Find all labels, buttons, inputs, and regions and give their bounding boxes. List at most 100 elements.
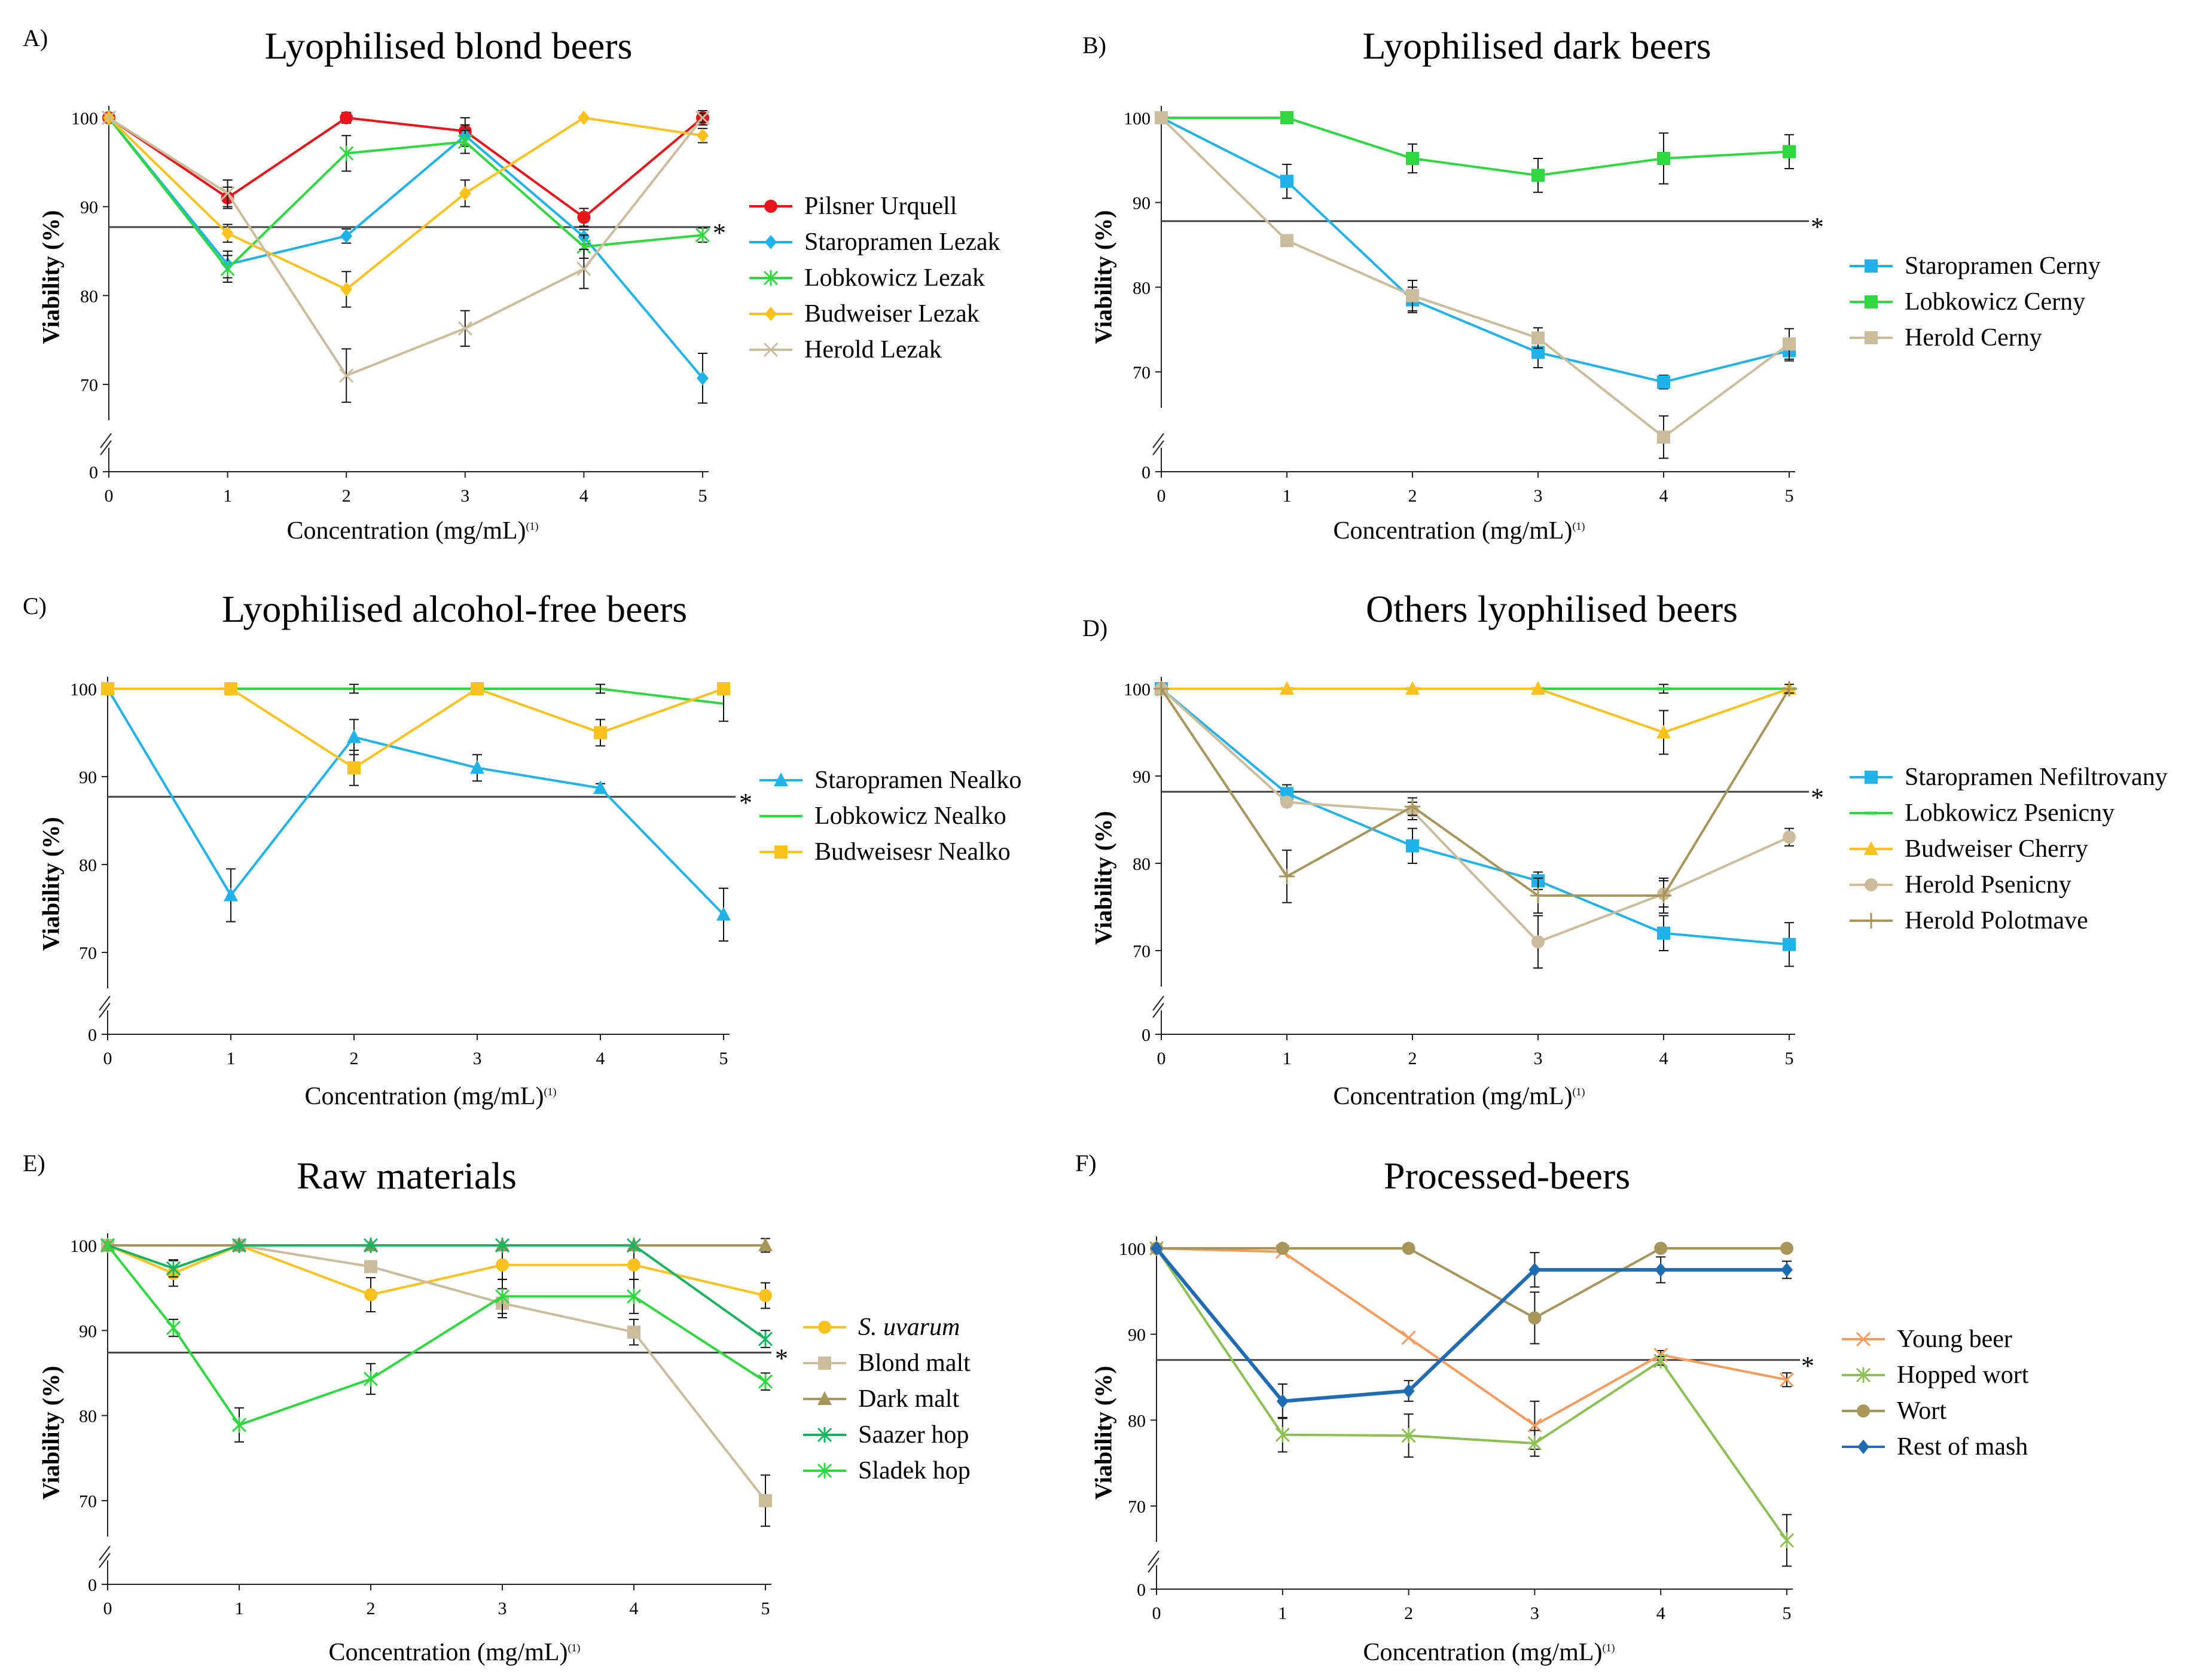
x-tick-label: 3: [460, 486, 469, 506]
axis-break-mark: [99, 995, 111, 1011]
series-line: [1157, 1247, 1787, 1319]
data-point: [697, 371, 709, 386]
series-line: [108, 117, 704, 377]
x-axis-label-text: Concentration (mg/mL): [304, 1083, 544, 1110]
data-point: [759, 1288, 772, 1302]
series-saazer-hop: [100, 1238, 773, 1348]
series-line: [1161, 117, 1790, 384]
legend-marker: [763, 270, 779, 286]
data-point: [101, 682, 114, 695]
series-line: [107, 1244, 766, 1297]
threshold-asterisk: *: [1811, 783, 1824, 812]
legend-swatch: [1850, 878, 1893, 891]
y-tick-label: 80: [80, 286, 98, 306]
x-tick-label: 2: [367, 1599, 376, 1618]
x-tick-label: 5: [719, 1049, 728, 1068]
x-tick-label: 3: [1534, 1049, 1543, 1068]
data-point: [1280, 175, 1293, 188]
data-point: [364, 1260, 377, 1273]
legend-label: Budweiser Cherry: [1905, 835, 2088, 863]
x-tick-label: 4: [1656, 1603, 1665, 1623]
x-axis-label-footnote: (1): [567, 1642, 581, 1654]
x-tick-label: 1: [223, 486, 232, 506]
data-point: [231, 1238, 247, 1253]
data-point: [1402, 1383, 1415, 1398]
legend-marker: [774, 845, 788, 859]
series-herold-psenicny: [1155, 682, 1796, 969]
legend-label: Sladek hop: [858, 1457, 971, 1484]
y-tick-label: 90: [79, 768, 97, 787]
legend-marker: [818, 1357, 831, 1370]
data-point: [1275, 1427, 1290, 1443]
chart-title: Others lyophilised beers: [1365, 588, 1738, 630]
x-tick-label: 5: [1785, 486, 1794, 506]
y-tick-label: 0: [1142, 463, 1151, 482]
legend-label: Hopped wort: [1897, 1361, 2029, 1389]
data-point: [364, 1288, 377, 1302]
legend-swatch: [1842, 1331, 1885, 1347]
y-tick-label: 90: [1128, 1325, 1146, 1345]
data-point: [1783, 337, 1796, 351]
series-herold-lezak: [101, 110, 710, 403]
x-tick-label: 0: [1157, 1049, 1166, 1068]
series-line: [1155, 1247, 1787, 1403]
y-tick-label: 80: [1128, 1411, 1146, 1431]
x-tick-label: 1: [235, 1599, 244, 1618]
x-tick-label: 4: [596, 1049, 605, 1068]
x-tick-label: 3: [498, 1599, 507, 1618]
data-point: [593, 780, 608, 795]
legend-label: Wort: [1897, 1397, 1946, 1425]
data-point: [758, 1238, 773, 1251]
panel-label: B): [1082, 32, 1106, 59]
series-blond-malt: [101, 1239, 772, 1527]
legend-swatch: [803, 1463, 846, 1479]
x-tick-label: 5: [698, 486, 707, 506]
series-lobkowicz-lezak: [101, 110, 710, 283]
series-line: [1160, 688, 1790, 943]
legend-marker: [1865, 771, 1878, 784]
x-axis-label-text: Concentration (mg/mL): [286, 517, 526, 545]
series-budweisesr-nealko: [101, 682, 730, 786]
x-tick-label: 0: [103, 1049, 112, 1068]
series-young-beer: [1149, 1241, 1795, 1450]
data-point: [577, 210, 591, 224]
data-point: [220, 261, 235, 277]
axis-break-mark: [99, 1545, 111, 1561]
data-point: [1276, 1242, 1289, 1255]
data-point: [759, 1494, 772, 1507]
y-tick-label: 70: [1128, 1497, 1146, 1517]
x-tick-label: 4: [1659, 1049, 1668, 1068]
data-point: [1154, 681, 1169, 697]
data-point: [576, 261, 591, 276]
x-axis-label-footnote: (1): [1602, 1642, 1615, 1654]
data-point: [1401, 1330, 1416, 1345]
data-point: [1783, 830, 1796, 844]
y-tick-label: 70: [1133, 942, 1151, 961]
legend-marker: [765, 235, 777, 249]
legend-swatch: [1842, 1440, 1885, 1454]
threshold-asterisk: *: [775, 1343, 788, 1373]
error-bar: [349, 683, 359, 694]
data-point: [1656, 888, 1671, 904]
data-point: [627, 1325, 640, 1339]
axis-break-mark: [1148, 1550, 1160, 1566]
y-tick-label: 100: [1119, 1239, 1146, 1259]
legend-marker: [1865, 878, 1878, 891]
y-tick-label: 70: [80, 375, 98, 395]
legend-marker: [1857, 1404, 1870, 1418]
y-tick-label: 0: [88, 1025, 97, 1045]
x-tick-label: 1: [1278, 1603, 1287, 1623]
data-point: [1405, 799, 1420, 815]
y-tick-label: 80: [79, 856, 97, 875]
legend-swatch: [749, 342, 792, 358]
y-tick-label: 100: [70, 680, 97, 700]
legend-swatch: [803, 1357, 846, 1370]
series-line: [108, 688, 724, 705]
data-point: [1656, 725, 1671, 738]
panel-f-processed-beers: F) Processed-beers Viability (%) Concent…: [1075, 1124, 2206, 1680]
legend-marker: [817, 1427, 832, 1443]
legend-marker: [817, 1463, 832, 1479]
series-staropramen-nealko: [100, 681, 731, 942]
legend-swatch: [1850, 771, 1893, 784]
legend-marker: [774, 772, 788, 786]
